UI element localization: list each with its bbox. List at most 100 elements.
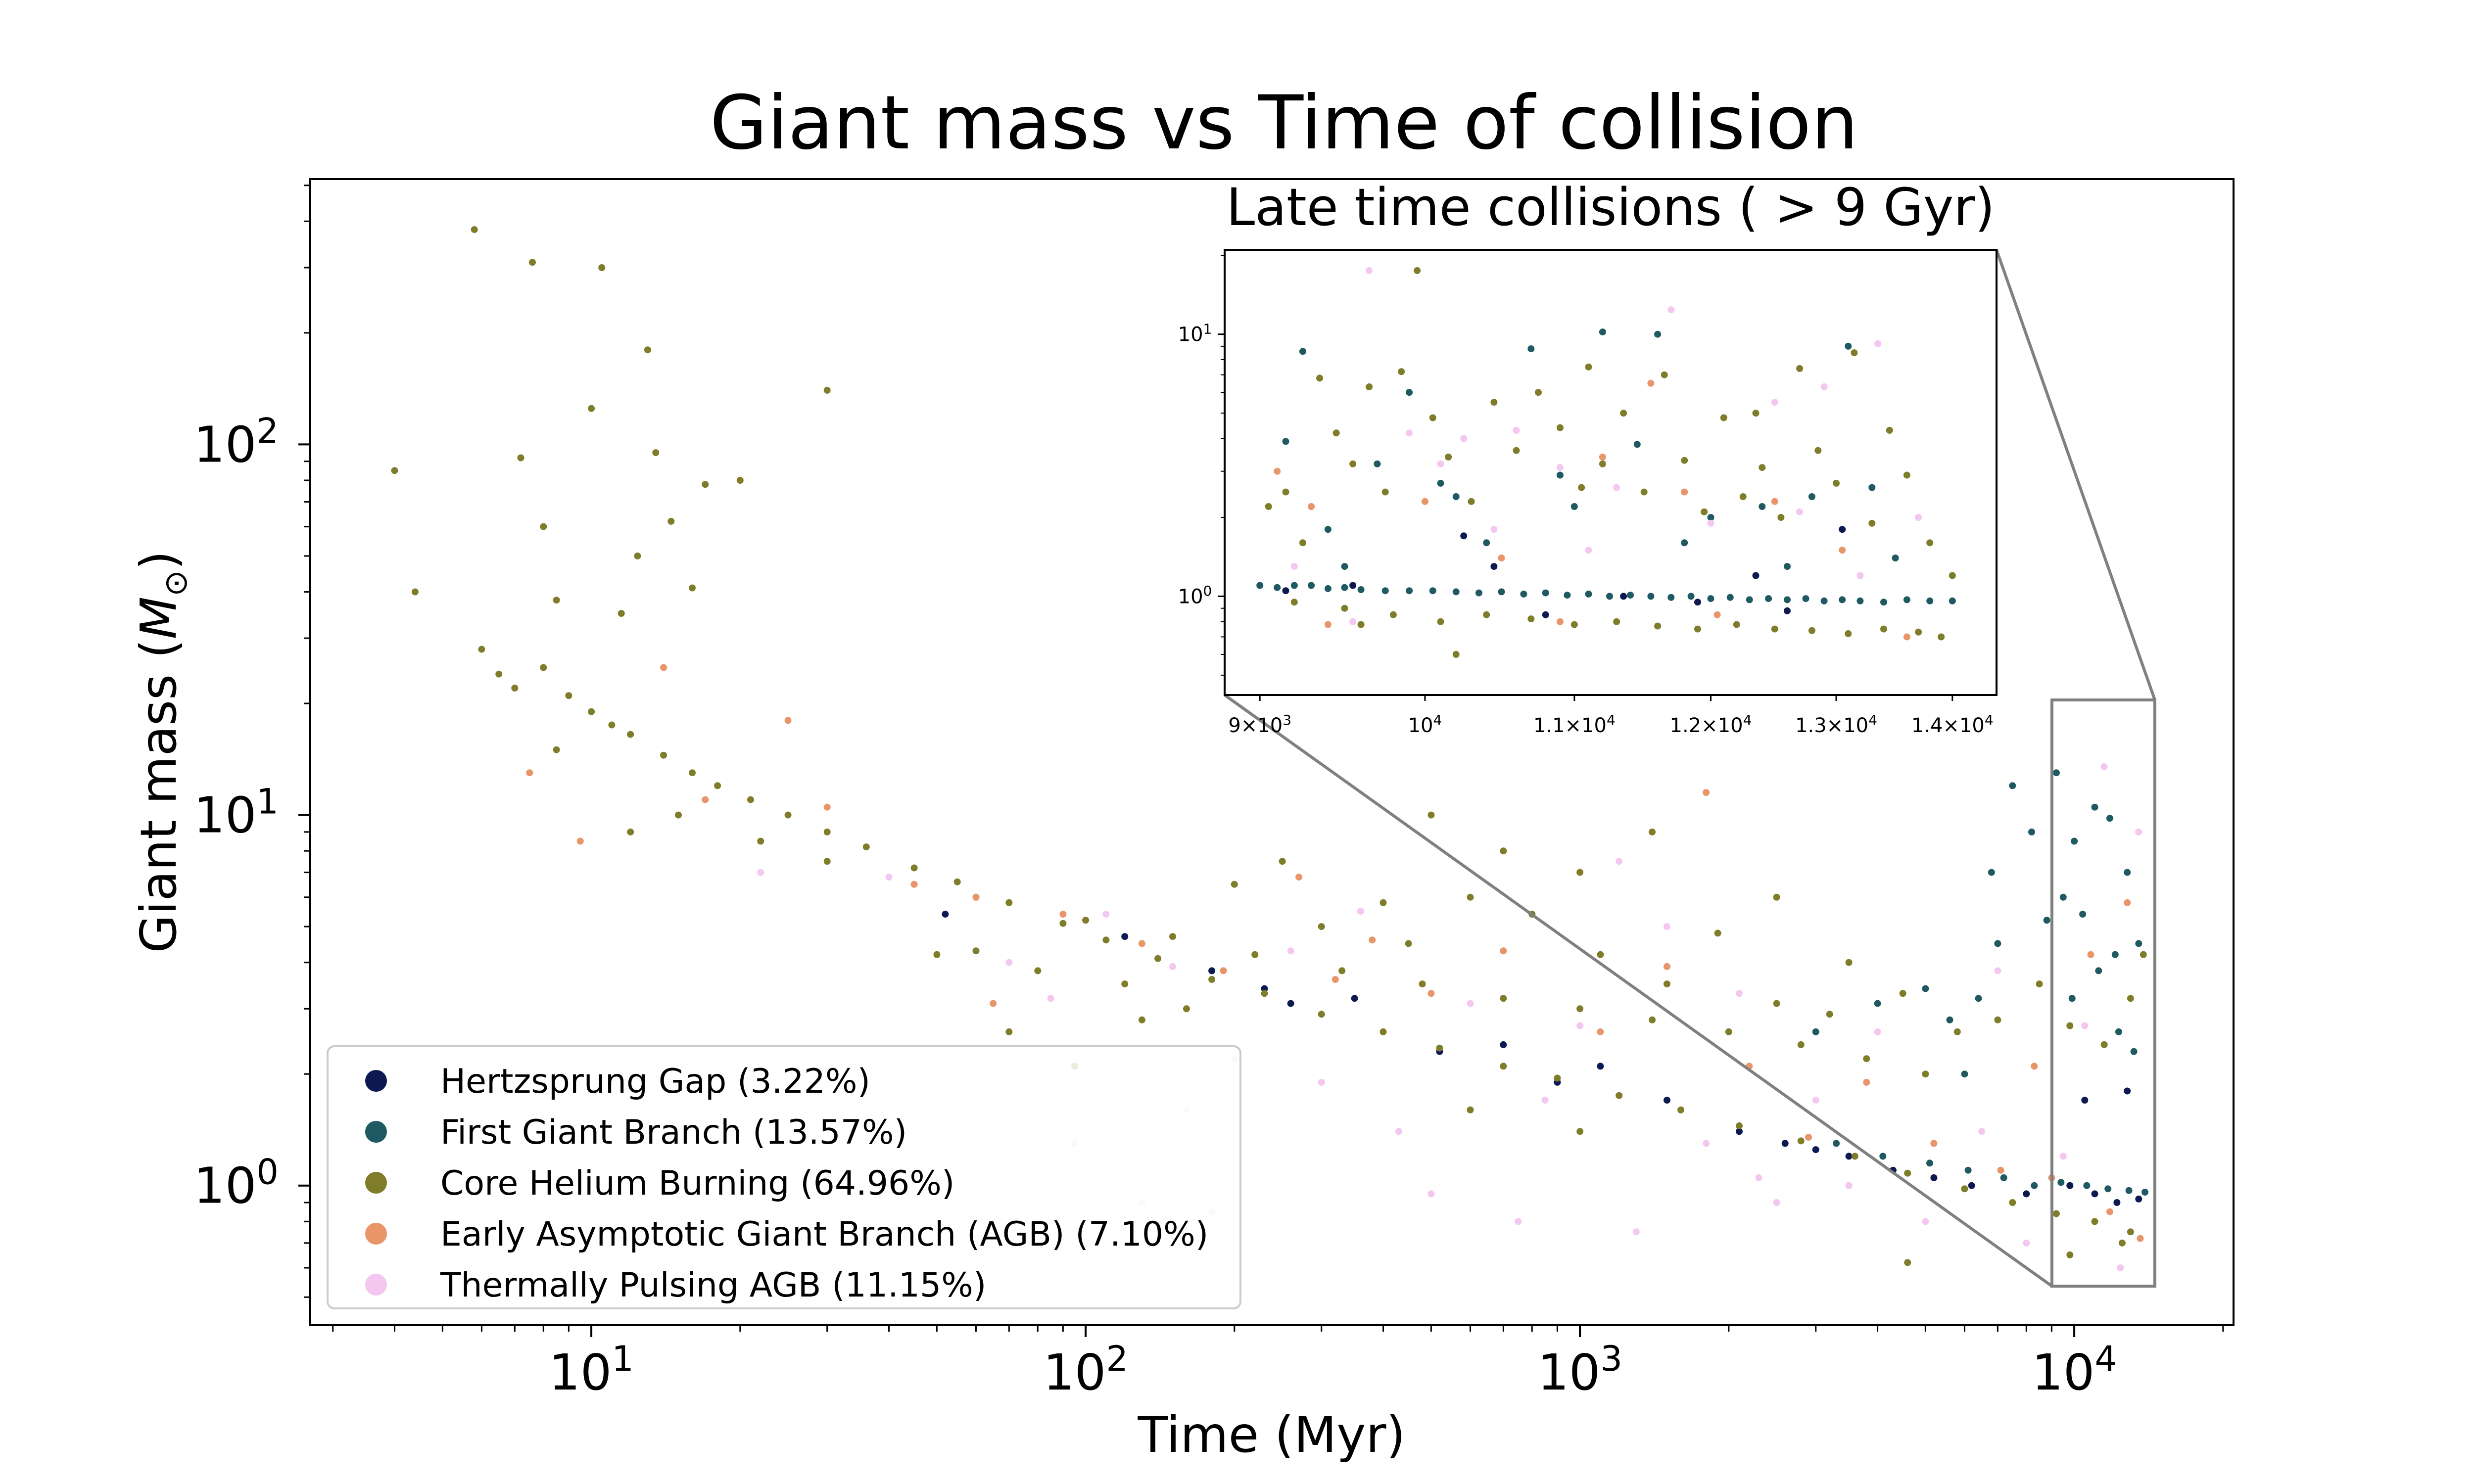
main-point-series-4: [1318, 1078, 1325, 1086]
main-point-series-4: [1773, 1199, 1780, 1206]
inset-point-series-1: [1527, 345, 1535, 353]
inset-point-series-1: [1903, 596, 1910, 603]
main-point-series-2: [1797, 1041, 1805, 1048]
inset-point-series-4: [1707, 519, 1714, 527]
inset-point-series-1: [1542, 589, 1549, 597]
inset-point-series-1: [1256, 582, 1264, 589]
inset-point-series-1: [1808, 493, 1815, 500]
main-point-series-3: [784, 717, 792, 724]
main-point-series-2: [1380, 1028, 1387, 1035]
inset-point-series-2: [1490, 399, 1498, 406]
main-point-series-2: [634, 552, 641, 559]
main-point-series-1: [2079, 911, 2087, 918]
inset-point-series-3: [1647, 379, 1655, 387]
main-point-series-1: [1975, 995, 1982, 1002]
main-point-series-2: [1318, 923, 1325, 930]
inset-point-series-2: [1796, 365, 1804, 372]
inset-point-series-1: [1707, 514, 1714, 521]
inset-point-series-2: [1578, 484, 1585, 491]
x-tick-label: 101: [549, 1339, 634, 1401]
main-point-series-2: [1677, 1106, 1684, 1113]
inset-point-series-2: [1903, 471, 1910, 479]
main-point-series-2: [1154, 955, 1162, 962]
main-point-series-0: [1597, 1063, 1604, 1070]
inset-x-tick-label: 9×103: [1228, 712, 1291, 737]
main-point-series-2: [1797, 1137, 1805, 1145]
legend-label-2: Core Helium Burning (64.96%): [440, 1164, 954, 1203]
inset-y-tick-label: 101: [1178, 321, 1212, 346]
inset-point-series-1: [1341, 563, 1348, 570]
main-point-series-2: [1318, 1011, 1325, 1018]
main-point-series-2: [1736, 1122, 1743, 1129]
inset-point-series-2: [1570, 621, 1578, 628]
main-point-series-2: [1034, 967, 1042, 974]
inset-point-series-2: [1613, 618, 1620, 625]
inset-point-series-4: [1915, 514, 1922, 521]
inset-point-series-2: [1752, 410, 1760, 417]
main-point-series-2: [1576, 869, 1584, 876]
main-point-series-3: [1369, 936, 1376, 944]
inset-point-series-0: [1784, 607, 1791, 614]
main-point-series-0: [1208, 967, 1216, 974]
inset-point-series-2: [1620, 410, 1627, 417]
main-point-series-2: [1863, 1055, 1870, 1063]
main-point-series-0: [1121, 933, 1129, 940]
main-point-series-2: [1725, 1028, 1732, 1035]
inset-point-series-3: [1324, 621, 1332, 628]
inset-point-series-1: [1282, 438, 1289, 445]
inset-point-series-1: [1647, 593, 1655, 600]
main-point-series-2: [2091, 1218, 2098, 1225]
main-point-series-2: [644, 346, 651, 354]
inset-point-series-3: [1903, 633, 1910, 641]
main-point-series-2: [478, 646, 485, 653]
inset-point-series-1: [1520, 590, 1527, 598]
main-point-series-4: [1703, 1140, 1710, 1147]
main-point-series-1: [2071, 837, 2078, 845]
inset-point-series-2: [1814, 447, 1822, 454]
inset-point-series-2: [1389, 611, 1397, 618]
main-point-series-3: [1220, 967, 1227, 974]
inset-point-series-4: [1667, 306, 1675, 314]
inset-point-series-2: [1833, 479, 1840, 487]
main-point-series-2: [598, 264, 606, 271]
main-point-series-1: [2124, 869, 2131, 876]
inset-point-series-1: [1290, 582, 1298, 589]
main-point-series-4: [1978, 1128, 1986, 1135]
inset-point-series-2: [1398, 368, 1405, 375]
main-point-series-4: [2023, 1239, 2030, 1247]
inset-point-series-0: [1542, 611, 1549, 618]
inset-point-series-3: [1308, 503, 1315, 510]
inset-point-series-1: [1949, 597, 1956, 604]
x-tick-label: 103: [1537, 1339, 1622, 1401]
legend: Hertzsprung Gap (3.22%) First Giant Branc…: [327, 1045, 1241, 1309]
main-point-series-3: [2106, 1208, 2113, 1215]
inset-point-series-1: [1274, 584, 1281, 591]
main-point-series-2: [588, 708, 595, 715]
main-point-series-3: [1427, 990, 1435, 997]
main-point-series-2: [1826, 1011, 1833, 1018]
main-x-axis-label: Time (Myr): [1137, 1406, 1405, 1464]
inset-point-series-2: [1556, 424, 1564, 431]
main-point-series-2: [553, 746, 560, 753]
main-point-series-1: [2052, 769, 2060, 777]
inset-point-series-2: [1681, 457, 1688, 464]
main-point-series-3: [2031, 1063, 2038, 1070]
inset-point-series-1: [1299, 348, 1306, 355]
main-point-series-2: [1576, 1005, 1584, 1013]
main-point-series-3: [823, 803, 831, 811]
inset-point-series-1: [1868, 484, 1876, 491]
inset-point-series-2: [1926, 539, 1934, 547]
main-point-series-0: [1845, 1153, 1853, 1160]
main-point-series-2: [391, 467, 398, 474]
inset-point-series-4: [1874, 340, 1882, 347]
inset-point-series-4: [1349, 618, 1357, 625]
main-point-series-2: [2052, 1210, 2060, 1217]
inset-point-series-4: [1366, 267, 1373, 274]
main-point-series-0: [1287, 1000, 1294, 1007]
inset-point-series-1: [1357, 586, 1365, 593]
inset-point-series-3: [1839, 547, 1846, 554]
main-point-series-2: [553, 597, 560, 604]
main-point-series-3: [1805, 1134, 1812, 1141]
main-point-series-2: [1961, 1185, 1968, 1193]
main-point-series-4: [1922, 1218, 1929, 1225]
